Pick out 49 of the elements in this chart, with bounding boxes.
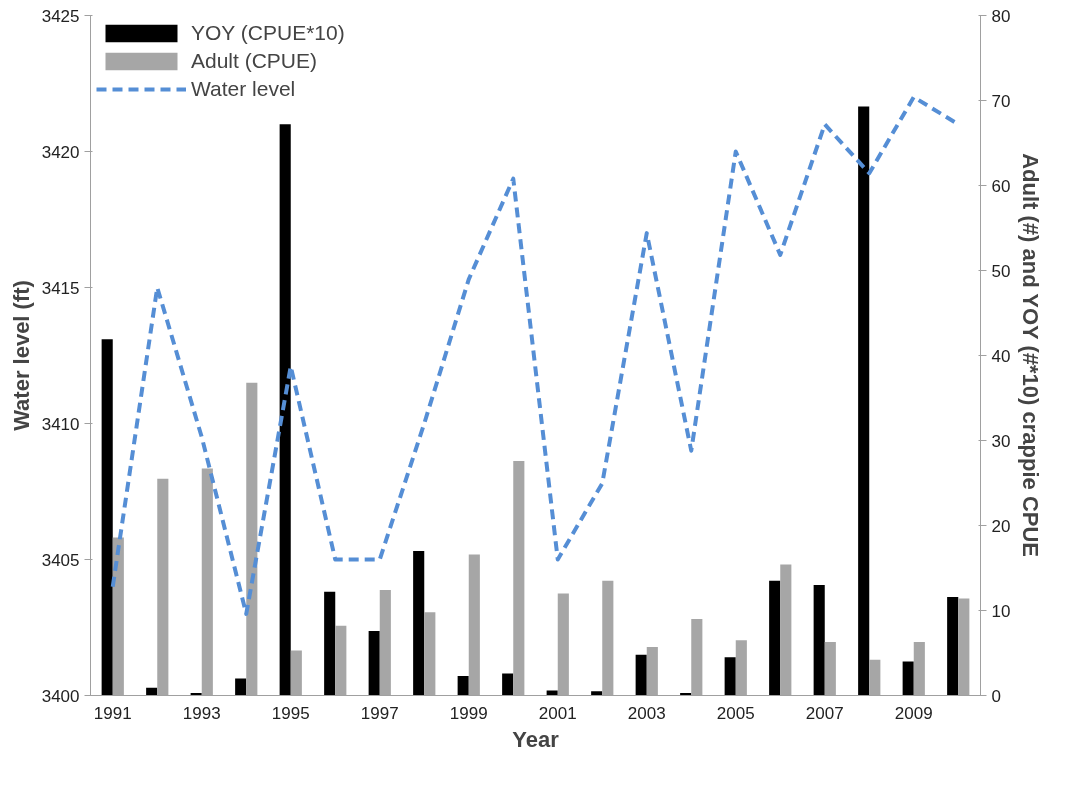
y-axis-title: Water level (ft) <box>8 280 34 431</box>
y-tick-label: 3415 <box>41 278 80 298</box>
y2-tick-label: 50 <box>991 261 1011 281</box>
y2-tick-label: 0 <box>991 686 1001 706</box>
x-tick-label: 2001 <box>538 703 577 723</box>
x-tick-label: 1997 <box>360 703 399 723</box>
y2-tick-label: 60 <box>991 176 1011 196</box>
y2-axis-title: Adult (#) and YOY (#*10) crappie CPUE <box>1018 153 1044 558</box>
y2-tick-label: 80 <box>991 6 1011 26</box>
bar <box>902 661 914 696</box>
bar <box>324 591 336 696</box>
x-tick-label: 1999 <box>449 703 488 723</box>
bar <box>101 339 113 696</box>
x-axis-title: Year <box>512 726 560 752</box>
bar <box>635 654 647 696</box>
x-tick-label: 2007 <box>805 703 844 723</box>
bar <box>502 673 514 696</box>
y2-tick-label: 30 <box>991 431 1011 451</box>
y-tick-label: 3420 <box>41 142 80 162</box>
legend-label: Adult (CPUE) <box>191 49 318 73</box>
legend-label: YOY (CPUE*10) <box>191 21 345 45</box>
y-tick-label: 3400 <box>41 686 80 706</box>
bar <box>724 657 736 696</box>
bar <box>146 687 158 696</box>
x-tick-label: 2003 <box>627 703 666 723</box>
bar <box>368 630 380 696</box>
y-tick-label: 3425 <box>41 6 80 26</box>
y2-tick-label: 40 <box>991 346 1011 366</box>
x-tick-label: 2005 <box>716 703 755 723</box>
bar <box>947 596 959 696</box>
bar <box>591 691 603 696</box>
bar <box>769 580 781 696</box>
bar <box>457 675 469 696</box>
y-tick-label: 3410 <box>41 414 80 434</box>
x-tick-label: 2009 <box>894 703 933 723</box>
bar <box>413 551 425 696</box>
bar <box>279 124 291 696</box>
bar <box>858 106 870 696</box>
x-tick-label: 1993 <box>182 703 221 723</box>
bar <box>813 585 825 696</box>
y2-tick-label: 70 <box>991 91 1011 111</box>
y2-tick-label: 20 <box>991 516 1011 536</box>
bar <box>546 690 558 696</box>
y2-tick-label: 10 <box>991 601 1011 621</box>
x-tick-label: 1991 <box>93 703 132 723</box>
y-tick-label: 3405 <box>41 550 80 570</box>
bar <box>235 678 247 696</box>
x-tick-label: 1995 <box>271 703 310 723</box>
legend-label: Water level <box>191 77 296 101</box>
